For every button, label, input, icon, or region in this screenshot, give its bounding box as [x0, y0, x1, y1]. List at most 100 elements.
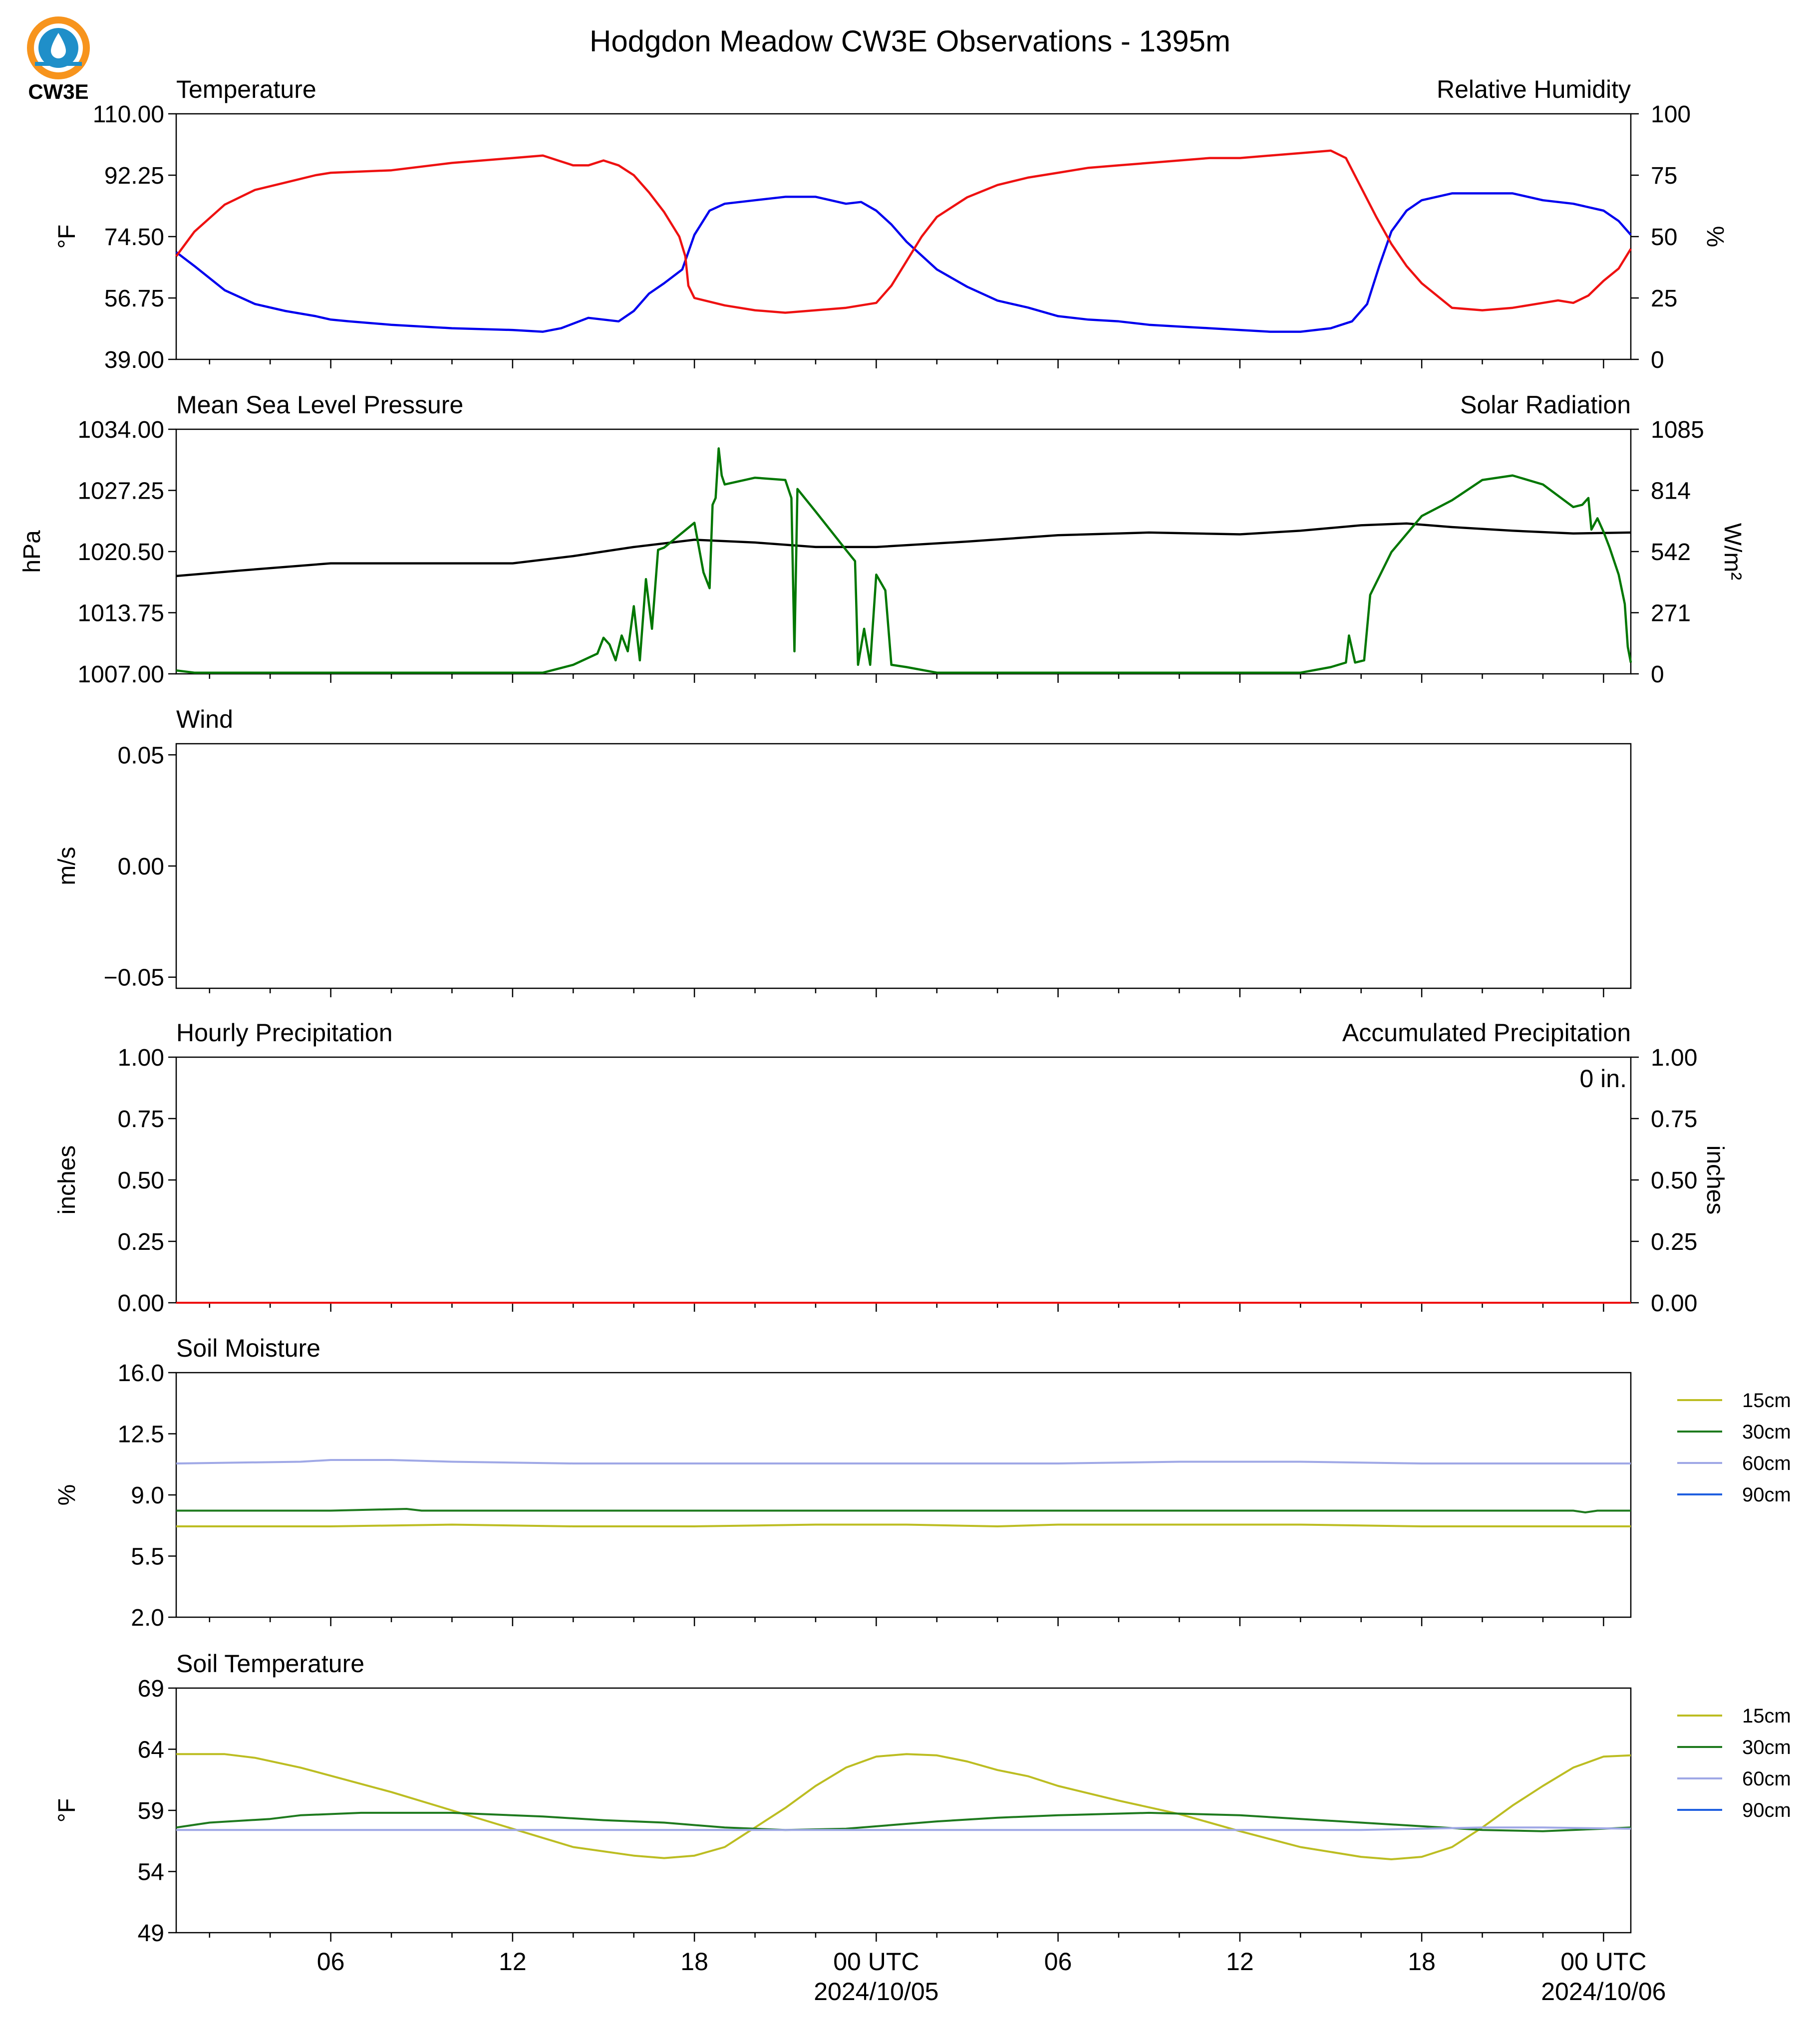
y2-tick-label: 0.25 — [1651, 1229, 1697, 1255]
panel-precip: 1.00 0.75 0.50 0.25 0.00 1.00 0.75 0.50 0.25 0.00… — [54, 1019, 1728, 1317]
y-tick-label: 12.5 — [118, 1422, 164, 1448]
legend-label: 90cm — [1742, 1799, 1791, 1821]
y-tick-label: 92.25 — [104, 163, 164, 189]
y-tick-label: 0.75 — [118, 1106, 164, 1133]
y-tick-label: 56.75 — [104, 286, 164, 312]
y2-tick-label: 814 — [1651, 478, 1691, 505]
y2-tick-label: 50 — [1651, 224, 1677, 251]
y-tick-label: 39.00 — [104, 347, 164, 373]
panel-right-label: Relative Humidity — [1437, 75, 1631, 103]
panel-left-label: Soil Moisture — [176, 1334, 320, 1362]
series-line-solar-radiation — [176, 447, 1632, 674]
series-line-60cm — [176, 1459, 1631, 1464]
x-tick-label: 06 — [1044, 1948, 1072, 1976]
y-tick-label: 0.00 — [118, 854, 164, 880]
cw3e-logo: CW3E — [27, 16, 90, 103]
y-tick-label: 2.0 — [131, 1605, 164, 1631]
panel-left-label: Temperature — [176, 75, 316, 103]
y2-axis-label: % — [1702, 226, 1728, 248]
legend-label: 90cm — [1742, 1484, 1791, 1506]
legend: 15cm 30cm 60cm 90cm — [1677, 1705, 1791, 1821]
plot-frame — [175, 743, 1632, 989]
y2-tick-label: 0 — [1651, 347, 1664, 373]
plot-frame — [175, 1372, 1632, 1618]
y2-tick-label: 0.00 — [1651, 1290, 1697, 1317]
y-axis-label: hPa — [19, 530, 45, 573]
series-line-15cm — [176, 1523, 1631, 1527]
y-tick-label: 0.05 — [118, 742, 164, 769]
y-tick-label: 1007.00 — [77, 661, 164, 688]
y-tick-label: 1013.75 — [77, 600, 164, 627]
y2-tick-label: 25 — [1651, 286, 1677, 312]
x-tick-label: 18 — [1408, 1948, 1436, 1976]
plot-frame — [175, 428, 1632, 675]
x-date-label: 2024/10/05 — [814, 1978, 938, 2006]
y-axis-label: inches — [54, 1146, 80, 1215]
plot-frame — [175, 1687, 1632, 1934]
panel-pressure_solar: 1034.00 1027.25 1020.50 1013.75 1007.00 1085 8… — [19, 391, 1746, 688]
y-tick-label: 16.0 — [118, 1360, 164, 1387]
panel-left-label: Mean Sea Level Pressure — [176, 391, 463, 419]
y-tick-label: 74.50 — [104, 224, 164, 251]
series-line-60cm — [176, 1826, 1631, 1831]
series-line-30cm — [176, 1811, 1631, 1832]
y-axis-label: °F — [54, 225, 80, 249]
y-tick-label: 1.00 — [118, 1045, 164, 1071]
y2-axis-label: W/m² — [1719, 523, 1746, 580]
y-tick-label: 0.25 — [118, 1229, 164, 1255]
plot-frame — [175, 1056, 1632, 1304]
y2-tick-label: 0.50 — [1651, 1167, 1697, 1194]
y-tick-label: 0.50 — [118, 1167, 164, 1194]
series-line-30cm — [176, 1508, 1631, 1513]
legend-label: 15cm — [1742, 1390, 1791, 1412]
legend-label: 15cm — [1742, 1705, 1791, 1727]
y2-tick-label: 542 — [1651, 539, 1691, 566]
y2-tick-label: 100 — [1651, 101, 1691, 128]
y-tick-label: 0.00 — [118, 1290, 164, 1317]
chart-title: Hodgdon Meadow CW3E Observations - 1395m — [590, 24, 1230, 58]
y-tick-label: 5.5 — [131, 1544, 164, 1570]
plot-frame — [175, 113, 1632, 360]
y2-tick-label: 0.75 — [1651, 1106, 1697, 1133]
y-tick-label: 69 — [138, 1676, 164, 1702]
y-tick-label: 110.00 — [93, 101, 164, 128]
y-tick-label: 54 — [138, 1859, 164, 1886]
panel-right-label: Accumulated Precipitation — [1342, 1019, 1631, 1047]
x-tick-label: 06 — [317, 1948, 345, 1976]
y-tick-label: 64 — [138, 1737, 164, 1763]
y-axis-label: m/s — [54, 847, 80, 885]
y-tick-label: 59 — [138, 1798, 164, 1824]
legend-label: 60cm — [1742, 1768, 1791, 1790]
y2-tick-label: 75 — [1651, 163, 1677, 189]
y2-tick-label: 1085 — [1651, 417, 1704, 443]
x-date-label: 2024/10/06 — [1541, 1978, 1666, 2006]
panels: 110.00 92.25 74.50 56.75 39.00 100 75 50 25 0 Temp… — [19, 75, 1791, 2006]
panel-temp_rh: 110.00 92.25 74.50 56.75 39.00 100 75 50 25 0 Temp… — [54, 75, 1728, 373]
legend-label: 60cm — [1742, 1452, 1791, 1474]
y-tick-label: 1027.25 — [77, 478, 164, 505]
y2-tick-label: 1.00 — [1651, 1045, 1697, 1071]
series-line-15cm — [176, 1753, 1631, 1860]
y-axis-label: % — [54, 1484, 80, 1506]
legend: 15cm 30cm 60cm 90cm — [1677, 1390, 1791, 1506]
y2-tick-label: 0 — [1651, 661, 1664, 688]
y2-tick-label: 271 — [1651, 600, 1691, 627]
panel-left-label: Wind — [176, 705, 233, 733]
x-tick-label: 18 — [680, 1948, 708, 1976]
legend-label: 30cm — [1742, 1421, 1791, 1443]
series-line-temperature — [175, 192, 1632, 333]
y-tick-label: 1020.50 — [77, 539, 164, 566]
series-line-relative-humidity — [175, 149, 1632, 314]
legend-label: 30cm — [1742, 1737, 1791, 1758]
accumulated-total-label: 0 in. — [1579, 1065, 1627, 1093]
x-tick-label: 12 — [499, 1948, 527, 1976]
x-tick-label: 00 UTC — [833, 1948, 919, 1976]
y-tick-label: 1034.00 — [77, 417, 164, 443]
x-tick-label: 12 — [1226, 1948, 1254, 1976]
panel-left-label: Hourly Precipitation — [176, 1019, 393, 1047]
y-axis-label: °F — [54, 1798, 80, 1823]
x-tick-label: 00 UTC — [1560, 1948, 1646, 1976]
series-line-mean-sea-level-pressure — [176, 522, 1631, 578]
y2-axis-label: inches — [1702, 1146, 1728, 1215]
